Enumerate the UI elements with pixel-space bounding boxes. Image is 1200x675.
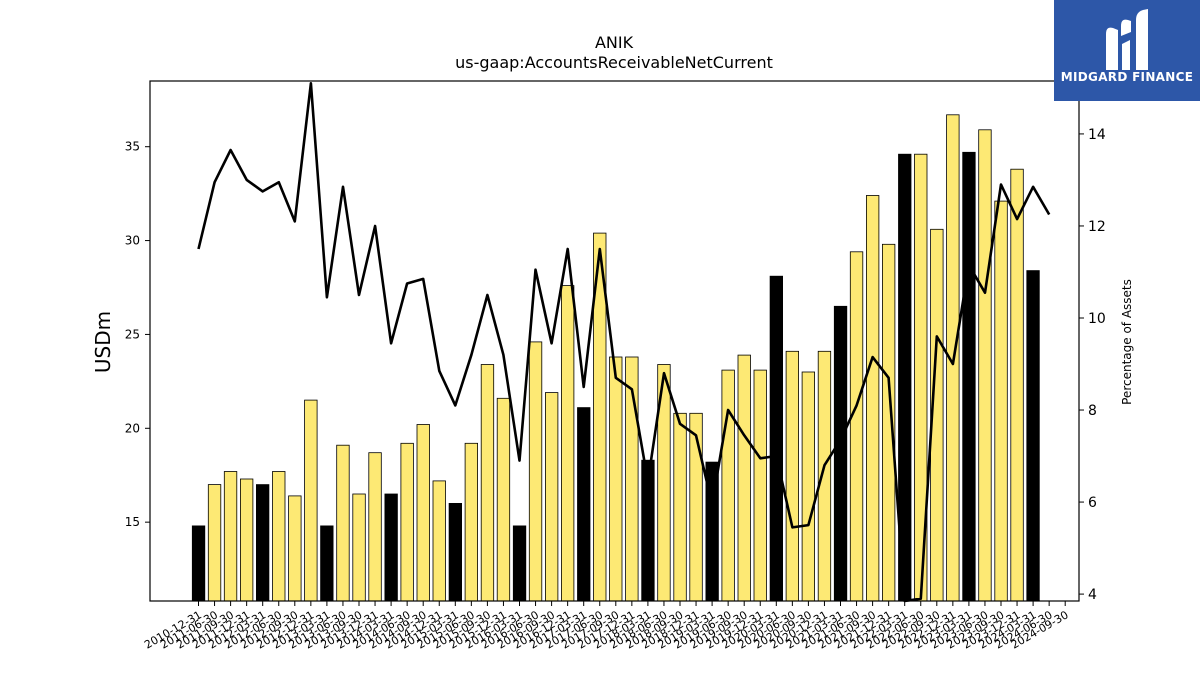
bar-2016-06-30 [545, 392, 559, 602]
bar-2011-09-30 [239, 478, 254, 602]
bar-2020-09-30 [817, 350, 832, 602]
y2-tick-label: 8 [1088, 403, 1097, 419]
bar-2018-06-30 [673, 412, 687, 602]
bar-2013-03-31 [336, 444, 350, 602]
bar-2021-03-31 [849, 251, 864, 602]
bar-2012-12-31 [320, 525, 334, 602]
y-axis-right: 4 6 8 10 12 14 [1079, 127, 1106, 603]
bar-2012-09-30 [304, 399, 318, 602]
bar-2010-12-31 [191, 525, 206, 602]
y-tick-label: 15 [125, 515, 140, 529]
y-axis-left: 15 20 25 30 35 [125, 140, 150, 529]
bar-2015-12-31 [512, 525, 527, 602]
bar-2023-03-31 [978, 129, 992, 602]
bar-2018-09-30 [689, 412, 703, 602]
chart-title: ANIK [595, 33, 634, 52]
bar-2011-06-30 [223, 471, 238, 602]
y-tick-label: 20 [125, 421, 140, 435]
bar-2016-03-31 [528, 341, 543, 602]
bar-2013-12-31 [384, 493, 398, 602]
bar-2014-06-30 [416, 424, 430, 602]
bar-2012-03-31 [272, 471, 286, 602]
y2-axis-label: Percentage of Assets [1120, 279, 1134, 405]
bar-2014-09-30 [432, 480, 446, 602]
bar-2023-09-30 [1010, 168, 1024, 602]
bar-2013-06-30 [352, 493, 366, 602]
y-tick-label: 35 [125, 140, 140, 154]
bar-2016-09-30 [561, 285, 575, 602]
bar-2020-03-31 [785, 350, 799, 602]
y-axis-label: USDm [91, 311, 115, 373]
y-tick-label: 25 [125, 327, 140, 341]
logo: MIDGARD FINANCE [1054, 0, 1200, 101]
y2-tick-label: 12 [1088, 219, 1106, 235]
logo-text: MIDGARD FINANCE [1061, 70, 1193, 84]
bar-2014-12-31 [448, 502, 463, 602]
bar-2012-06-30 [288, 495, 302, 602]
bar-2014-03-31 [400, 442, 414, 602]
bar-2019-06-30 [737, 354, 751, 602]
bar-2020-12-31 [833, 305, 848, 602]
bar-2015-03-31 [464, 442, 479, 602]
bar-2013-09-30 [368, 452, 382, 602]
y-tick-label: 30 [125, 234, 140, 248]
bar-2015-06-30 [480, 364, 495, 602]
bar-2011-12-31 [255, 484, 270, 602]
bar-2019-03-31 [721, 369, 735, 602]
bar-2021-06-30 [866, 195, 880, 602]
bar-2019-09-30 [753, 369, 767, 602]
bar-2020-06-30 [801, 371, 815, 602]
chart-subtitle: us-gaap:AccountsReceivableNetCurrent [455, 53, 773, 72]
plot-frame [149, 80, 1080, 602]
y2-tick-label: 10 [1088, 311, 1106, 327]
bar-2016-12-31 [577, 407, 591, 602]
y2-tick-label: 14 [1088, 127, 1106, 143]
bar-2022-12-31 [962, 151, 976, 602]
y2-tick-label: 4 [1088, 587, 1097, 603]
bar-2023-06-30 [994, 200, 1008, 602]
logo-mark-icon [1106, 9, 1148, 71]
bar-2011-03-31 [207, 484, 222, 602]
bar-2017-06-30 [609, 356, 623, 602]
bar-2015-09-30 [496, 397, 511, 602]
y2-tick-label: 6 [1088, 495, 1097, 511]
x-axis: 2010-12-312011-06-302011-09-302011-12-31… [142, 601, 1071, 652]
bar-2023-12-31 [1026, 270, 1040, 602]
bar-2019-12-31 [769, 275, 783, 602]
